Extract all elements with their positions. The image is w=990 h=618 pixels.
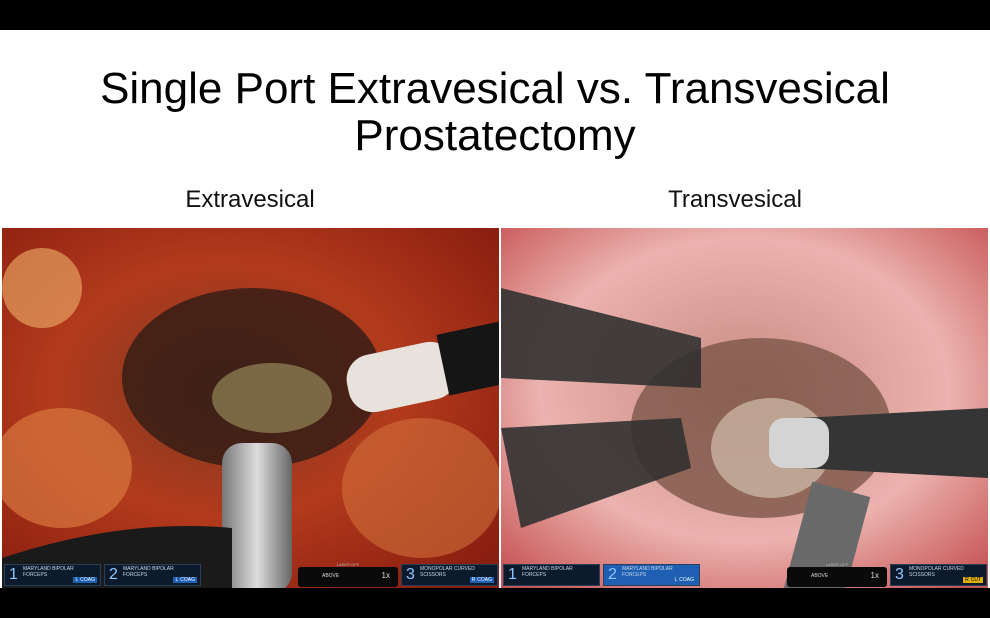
instrument-name: MONOPOLAR CURVED SCISSORS — [909, 566, 964, 578]
instrument-number: 2 — [109, 566, 118, 583]
instrument-number: 3 — [895, 566, 904, 583]
instrument-number: 2 — [608, 566, 617, 583]
instrument-box: 3 MONOPOLAR CURVED SCISSORS R COAG — [401, 564, 498, 586]
status-block: LASER OFF ABOVE 1x — [787, 562, 887, 587]
hand: L — [75, 577, 79, 583]
hud: 1 MARYLAND BIPOLAR FORCEPS 2 MARYLAND BIPOL… — [501, 562, 988, 587]
status-block: LASER OFF ABOVE 1x — [298, 562, 398, 587]
hand: L — [674, 577, 678, 583]
surgical-view: 1 MARYLAND BIPOLAR FORCEPS L COAG 2 MARYLAND … — [2, 228, 499, 588]
zoom: 1x — [381, 571, 390, 580]
mode: COAG — [477, 577, 492, 583]
instrument-box: 1 MARYLAND BIPOLAR FORCEPS L COAG — [4, 564, 101, 586]
instrument-number: 1 — [9, 566, 18, 583]
instrument-box: 2 MARYLAND BIPOLAR FORCEPS L COAG — [603, 564, 700, 586]
hand: R — [471, 577, 476, 583]
hand: L — [175, 577, 179, 583]
camera-mode: ABOVE — [811, 573, 829, 579]
hand: R — [965, 577, 969, 583]
instrument-name: MARYLAND BIPOLAR FORCEPS — [622, 566, 673, 578]
mode: COAG — [80, 577, 95, 583]
zoom: 1x — [870, 571, 879, 580]
energy-tag: L COAG — [672, 577, 696, 583]
slide-title: Single Port Extravesical vs. Transvesica… — [100, 64, 890, 160]
laser-status: LASER OFF — [825, 562, 849, 567]
instrument-number: 1 — [508, 566, 517, 583]
instrument-name: MARYLAND BIPOLAR FORCEPS — [522, 566, 573, 578]
mode: CUT — [970, 577, 981, 583]
slide: Single Port Extravesical vs. Transvesica… — [0, 30, 990, 588]
energy-tag: L COAG — [73, 577, 97, 583]
laser-status: LASER OFF — [336, 562, 360, 567]
energy-tag: L COAG — [173, 577, 197, 583]
panel-label: Transvesical — [668, 186, 802, 213]
panel-label: Extravesical — [185, 186, 315, 213]
mode: COAG — [180, 577, 195, 583]
surgical-image — [501, 228, 988, 588]
hud: 1 MARYLAND BIPOLAR FORCEPS L COAG 2 MARYLAND … — [2, 562, 499, 587]
energy-tag: R CUT — [963, 577, 983, 583]
energy-tag: R COAG — [469, 577, 494, 583]
instrument-box: 3 MONOPOLAR CURVED SCISSORS R CUT — [890, 564, 987, 586]
surgical-view: 1 MARYLAND BIPOLAR FORCEPS 2 MARYLAND BIPOL… — [501, 228, 988, 588]
instrument-name: MONOPOLAR CURVED SCISSORS — [420, 566, 475, 578]
instrument-name: MARYLAND BIPOLAR FORCEPS — [23, 566, 74, 578]
surgical-image — [2, 228, 499, 588]
instrument-number: 3 — [406, 566, 415, 583]
instrument-box: 2 MARYLAND BIPOLAR FORCEPS L COAG — [104, 564, 201, 586]
mode: COAG — [679, 577, 694, 583]
instrument-name: MARYLAND BIPOLAR FORCEPS — [123, 566, 174, 578]
instrument-box: 1 MARYLAND BIPOLAR FORCEPS — [503, 564, 600, 586]
camera-mode: ABOVE — [322, 573, 340, 579]
